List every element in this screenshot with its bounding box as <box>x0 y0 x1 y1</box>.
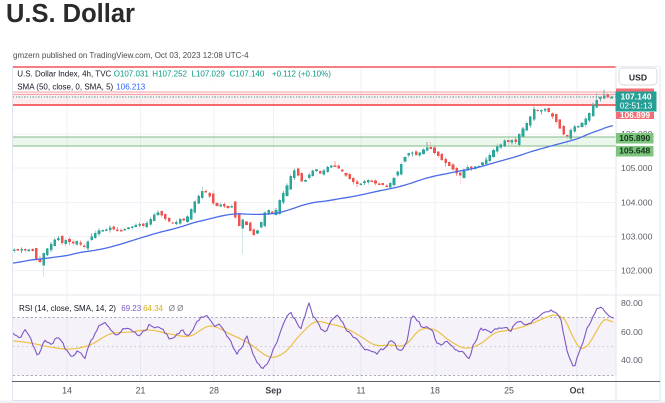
svg-text:RSI (14, close, SMA, 14, 2)69.: RSI (14, close, SMA, 14, 2) 69.23 64.34 Ø Ø <box>19 304 183 313</box>
svg-text:18: 18 <box>430 385 440 395</box>
svg-text:106.899: 106.899 <box>620 110 651 120</box>
svg-text:104.000: 104.000 <box>621 197 653 207</box>
svg-text:105.000: 105.000 <box>621 163 653 173</box>
svg-text:25: 25 <box>504 385 514 395</box>
svg-text:Oct: Oct <box>570 385 585 395</box>
svg-text:105.648: 105.648 <box>619 146 650 156</box>
svg-text:107.140: 107.140 <box>620 92 651 102</box>
svg-text:40.00: 40.00 <box>621 355 643 365</box>
svg-text:28: 28 <box>209 385 219 395</box>
svg-text:21: 21 <box>136 385 146 395</box>
svg-text:103.000: 103.000 <box>621 231 653 241</box>
svg-text:80.00: 80.00 <box>621 298 643 308</box>
svg-text:105.890: 105.890 <box>619 133 650 143</box>
svg-text:SMA (50, close, 0, SMA, 5)106.: SMA (50, close, 0, SMA, 5) 106.213 <box>17 83 146 92</box>
svg-text:60.00: 60.00 <box>621 327 643 337</box>
svg-text:02:51:13: 02:51:13 <box>620 101 653 111</box>
svg-text:14: 14 <box>62 385 72 395</box>
svg-text:11: 11 <box>356 385 365 395</box>
svg-text:Sep: Sep <box>265 385 282 395</box>
svg-text:102.000: 102.000 <box>621 265 653 275</box>
svg-text:USD: USD <box>629 73 647 83</box>
